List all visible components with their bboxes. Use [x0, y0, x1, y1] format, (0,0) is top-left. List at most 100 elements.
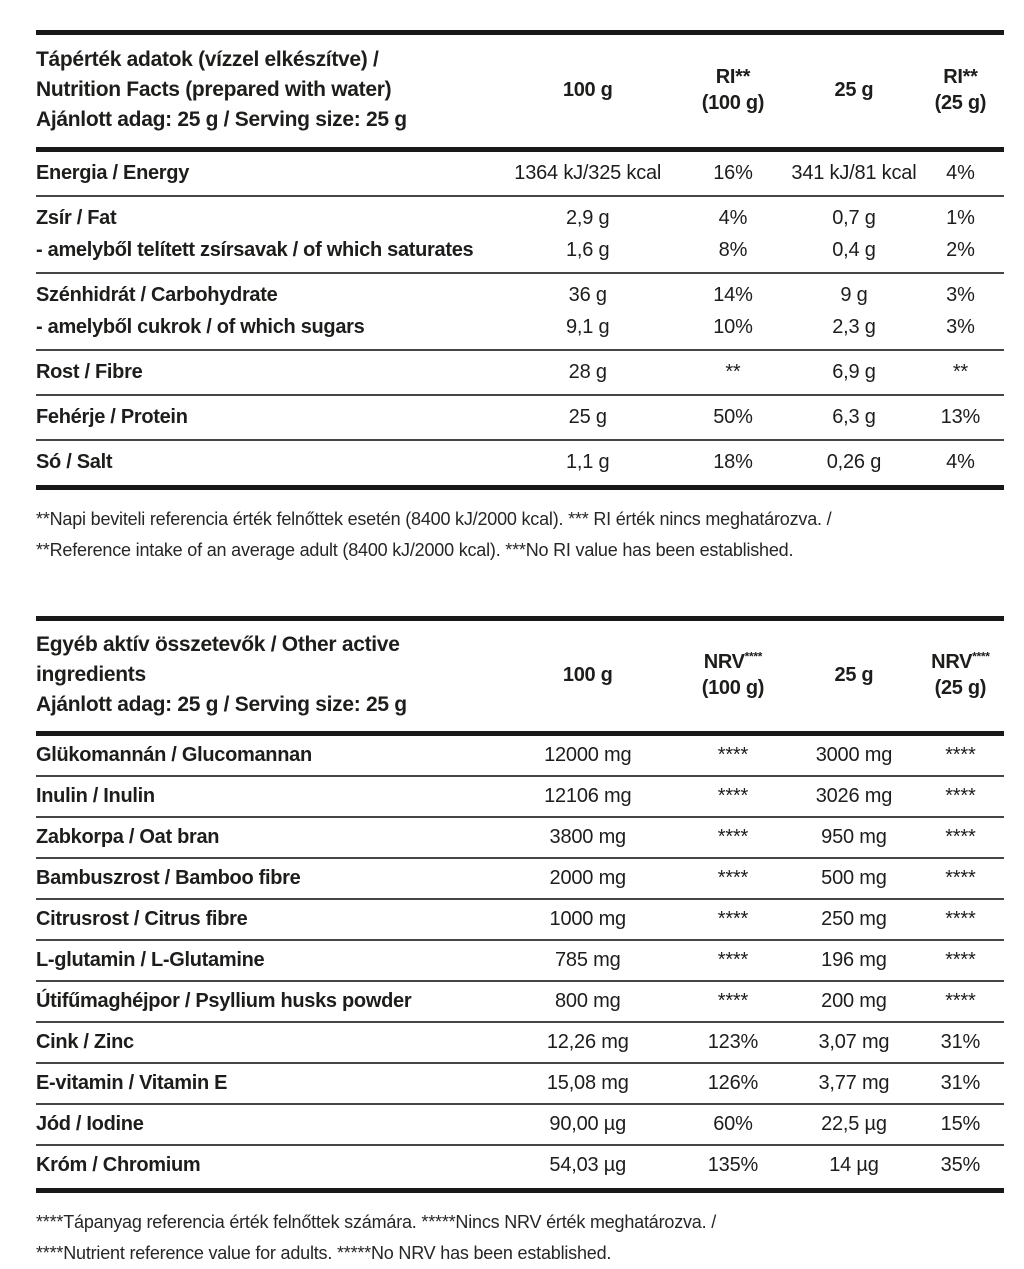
column-header-line1: 100 g: [562, 664, 613, 686]
value-per-100g: 2000 mg: [549, 867, 627, 889]
reference-per-100g: ****: [717, 826, 749, 848]
reference-per-25g: ****: [945, 990, 976, 1012]
reference-per-25g: 31%: [940, 1072, 981, 1094]
reference-per-100g: 8%: [718, 239, 748, 261]
reference-per-25g: 31%: [940, 1031, 981, 1053]
reference-per-25g: ****: [945, 949, 976, 971]
nutrition-facts-table: Tápérték adatok (vízzel elkészítve) / Nu…: [36, 30, 1004, 490]
value-per-100g: 785 mg: [554, 949, 621, 971]
column-header: 25 g: [791, 77, 917, 103]
nutrition-facts-title: Tápérték adatok (vízzel elkészítve) / Nu…: [36, 48, 407, 131]
column-header: 25 g: [791, 662, 917, 688]
column-header: RI** (25 g): [917, 64, 1004, 116]
value-per-100g: 9,1 g: [566, 316, 610, 338]
column-header-line1: RI**: [943, 66, 978, 88]
value-per-100g: 3800 mg: [549, 826, 627, 848]
table-row: Cink / Zinc 12,26 mg 123% 3,07 mg 31%: [36, 1023, 1004, 1064]
row-label: - amelyből cukrok / of which sugars: [36, 316, 365, 338]
value-per-25g: 0,7 g: [832, 207, 876, 229]
value-per-25g: 3026 mg: [815, 785, 893, 807]
table-row: Glükomannán / Glucomannan 12000 mg **** …: [36, 736, 1004, 777]
reference-per-25g: ****: [945, 826, 976, 848]
column-header-line2: (100 g): [701, 92, 765, 114]
value-per-25g: 196 mg: [821, 949, 887, 971]
reference-per-100g: 18%: [713, 451, 753, 473]
reference-per-100g: ****: [717, 744, 749, 766]
table-row: Útifűmaghéjpor / Psyllium husks powder 8…: [36, 982, 1004, 1023]
value-per-25g: 6,3 g: [832, 406, 876, 428]
value-per-25g: 14 µg: [829, 1154, 879, 1176]
reference-per-25g: 4%: [946, 451, 975, 473]
value-per-100g: 54,03 µg: [549, 1154, 627, 1176]
table-top-rule: [36, 616, 1004, 621]
row-label: Citrusrost / Citrus fibre: [36, 908, 248, 930]
reference-per-100g: 4%: [718, 207, 748, 229]
reference-per-25g: 1%: [946, 207, 975, 229]
value-per-100g: 1000 mg: [549, 908, 627, 930]
header-bottom-rule: [36, 731, 1004, 736]
column-header: NRV**** (25 g): [917, 649, 1004, 701]
column-header-line1: 25 g: [834, 664, 874, 686]
value-per-25g: 3000 mg: [815, 744, 893, 766]
row-label: Glükomannán / Glucomannan: [36, 744, 312, 766]
table-row: Zsír / Fat 2,9 g 4% 0,7 g 1%: [36, 197, 1004, 234]
row-label: - amelyből telített zsírsavak / of which…: [36, 239, 474, 261]
table-row: L-glutamin / L-Glutamine 785 mg **** 196…: [36, 941, 1004, 982]
value-per-100g: 28 g: [568, 361, 607, 383]
value-per-25g: 9 g: [840, 284, 868, 306]
reference-per-100g: ****: [717, 908, 749, 930]
table-row: Jód / Iodine 90,00 µg 60% 22,5 µg 15%: [36, 1105, 1004, 1146]
value-per-100g: 36 g: [568, 284, 607, 306]
table-row: Króm / Chromium 54,03 µg 135% 14 µg 35%: [36, 1146, 1004, 1188]
value-per-100g: 12106 mg: [544, 785, 632, 807]
reference-asterisks: ****: [744, 649, 763, 664]
reference-per-25g: 13%: [940, 406, 981, 428]
column-header: 100 g: [501, 77, 675, 103]
nutrition-label: Tápérték adatok (vízzel elkészítve) / Nu…: [36, 30, 1004, 1269]
row-label: Fehérje / Protein: [36, 406, 188, 428]
reference-per-100g: 135%: [707, 1154, 759, 1176]
reference-per-25g: 2%: [946, 239, 975, 261]
reference-per-100g: 14%: [713, 284, 753, 306]
reference-per-100g: 50%: [713, 406, 753, 428]
table-row: Bambuszrost / Bamboo fibre 2000 mg **** …: [36, 859, 1004, 900]
table-row: - amelyből cukrok / of which sugars 9,1 …: [36, 311, 1004, 351]
row-label: E-vitamin / Vitamin E: [36, 1072, 228, 1094]
column-header-line1: 25 g: [834, 79, 874, 101]
row-label: Útifűmaghéjpor / Psyllium husks powder: [36, 990, 412, 1012]
value-per-25g: 22,5 µg: [821, 1113, 887, 1135]
reference-per-25g: ****: [945, 785, 976, 807]
value-per-25g: 3,77 mg: [818, 1072, 890, 1094]
column-header-line1: RI**: [715, 66, 751, 88]
value-per-100g: 25 g: [568, 406, 607, 428]
row-label: Zabkorpa / Oat bran: [36, 826, 220, 848]
reference-per-100g: ****: [717, 949, 749, 971]
reference-per-100g: **: [725, 361, 741, 383]
row-label: Rost / Fibre: [36, 361, 143, 383]
column-header-line1: 100 g: [562, 79, 613, 101]
row-label: Króm / Chromium: [36, 1154, 201, 1176]
reference-per-25g: 3%: [946, 284, 975, 306]
value-per-25g: 250 mg: [821, 908, 887, 930]
header-bottom-rule: [36, 147, 1004, 152]
column-header: 100 g: [501, 662, 675, 688]
value-per-25g: 3,07 mg: [818, 1031, 890, 1053]
table-bottom-rule: [36, 485, 1004, 490]
table-row: - amelyből telített zsírsavak / of which…: [36, 234, 1004, 274]
value-per-25g: 341 kJ/81 kcal: [791, 162, 917, 184]
reference-asterisks: ****: [972, 649, 990, 664]
table-row: Energia / Energy 1364 kJ/325 kcal 16% 34…: [36, 152, 1004, 197]
row-label: Zsír / Fat: [36, 207, 117, 229]
value-per-100g: 90,00 µg: [549, 1113, 627, 1135]
value-per-100g: 1364 kJ/325 kcal: [514, 162, 662, 184]
reference-per-25g: 15%: [940, 1113, 981, 1135]
value-per-100g: 12000 mg: [544, 744, 632, 766]
table-row: Zabkorpa / Oat bran 3800 mg **** 950 mg …: [36, 818, 1004, 859]
reference-per-25g: ****: [945, 908, 976, 930]
value-per-25g: 2,3 g: [832, 316, 876, 338]
active-ingredients-title: Egyéb aktív összetevők / Other active in…: [36, 633, 407, 716]
table-row: Rost / Fibre 28 g ** 6,9 g **: [36, 351, 1004, 396]
value-per-25g: 200 mg: [821, 990, 887, 1012]
reference-per-100g: ****: [717, 785, 749, 807]
active-ingredients-table: Egyéb aktív összetevők / Other active in…: [36, 616, 1004, 1193]
